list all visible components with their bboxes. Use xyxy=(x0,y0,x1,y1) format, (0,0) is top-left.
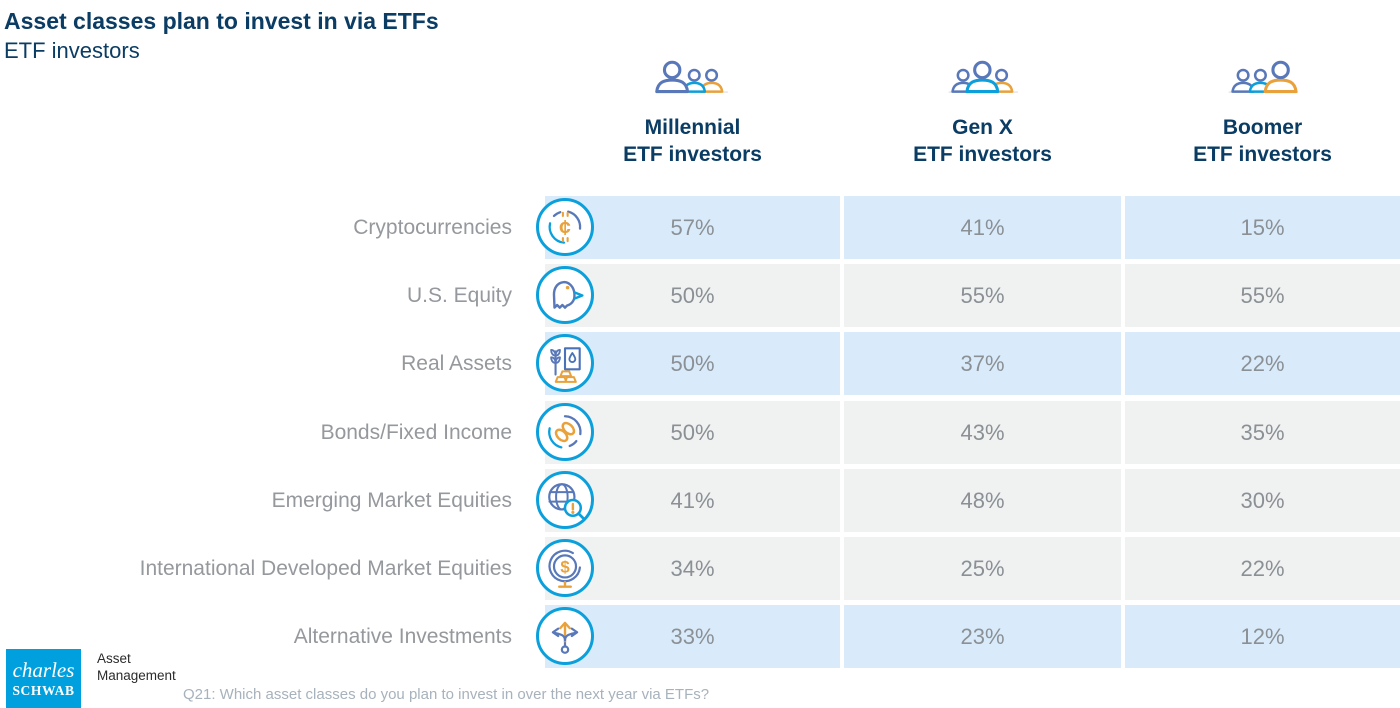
column-subtitle: ETF investors xyxy=(1193,143,1332,166)
value-cell: 25% xyxy=(844,537,1121,600)
page-subtitle: ETF investors xyxy=(4,38,140,63)
column-title: Gen X xyxy=(952,116,1013,139)
globe-magnifier-icon xyxy=(536,471,594,529)
value-cell: 57% xyxy=(545,196,840,259)
column-header-boomer: Boomer ETF investors xyxy=(1125,56,1400,168)
people-group-boomer-icon xyxy=(1228,60,1299,94)
value-cell: 34% xyxy=(545,537,840,600)
value-cell: 23% xyxy=(844,605,1121,668)
chain-link-icon xyxy=(536,403,594,461)
value-cell: 41% xyxy=(844,196,1121,259)
row-label: Emerging Market Equities xyxy=(271,488,512,512)
value-cell: 12% xyxy=(1125,605,1400,668)
svg-text:$: $ xyxy=(560,558,570,577)
desk-globe-dollar-icon: $ xyxy=(536,539,594,597)
column-header-genx: Gen X ETF investors xyxy=(844,56,1121,168)
division-line1: Asset xyxy=(97,651,131,666)
row-label: U.S. Equity xyxy=(406,283,512,307)
value-cell: 15% xyxy=(1125,196,1400,259)
cryptocurrency-cent-icon: ¢ xyxy=(536,198,594,256)
value-cell: 55% xyxy=(1125,264,1400,327)
row-label: International Developed Market Equities xyxy=(139,556,512,580)
value-cell: 41% xyxy=(545,469,840,532)
column-subtitle: ETF investors xyxy=(623,143,762,166)
row-label: Real Assets xyxy=(401,351,512,375)
logo-brand-line1: charles xyxy=(12,657,75,682)
value-cell: 22% xyxy=(1125,332,1400,395)
value-cell: 50% xyxy=(545,264,840,327)
column-header-millennial: Millennial ETF investors xyxy=(545,56,840,168)
wheat-oil-gold-icon xyxy=(536,334,594,392)
people-group-genx-icon xyxy=(948,60,1019,94)
people-group-millennial-icon xyxy=(655,60,729,94)
column-title: Millennial xyxy=(644,116,741,139)
row-label: Alternative Investments xyxy=(293,624,512,648)
page-title: Asset classes plan to invest in via ETFs xyxy=(4,8,439,34)
row-label: Bonds/Fixed Income xyxy=(320,420,512,444)
division-label: Asset Management xyxy=(97,650,176,684)
value-cell: 55% xyxy=(844,264,1121,327)
value-cell: 33% xyxy=(545,605,840,668)
svg-text:¢: ¢ xyxy=(559,216,571,239)
charles-schwab-logo: charles SCHWAB xyxy=(6,649,81,708)
value-cell: 50% xyxy=(545,332,840,395)
column-title: Boomer xyxy=(1222,116,1303,139)
source-footnote: Q21: Which asset classes do you plan to … xyxy=(183,686,710,703)
value-cell: 48% xyxy=(844,469,1121,532)
logo-brand-line2: SCHWAB xyxy=(12,682,75,698)
value-cell: 43% xyxy=(844,401,1121,464)
division-line2: Management xyxy=(97,668,176,683)
eagle-icon xyxy=(536,266,594,324)
row-label: Cryptocurrencies xyxy=(353,215,512,239)
value-cell: 37% xyxy=(844,332,1121,395)
column-subtitle: ETF investors xyxy=(913,143,1052,166)
value-cell: 35% xyxy=(1125,401,1400,464)
value-cell: 30% xyxy=(1125,469,1400,532)
value-cell: 22% xyxy=(1125,537,1400,600)
branching-arrows-icon xyxy=(536,607,594,665)
value-cell: 50% xyxy=(545,401,840,464)
